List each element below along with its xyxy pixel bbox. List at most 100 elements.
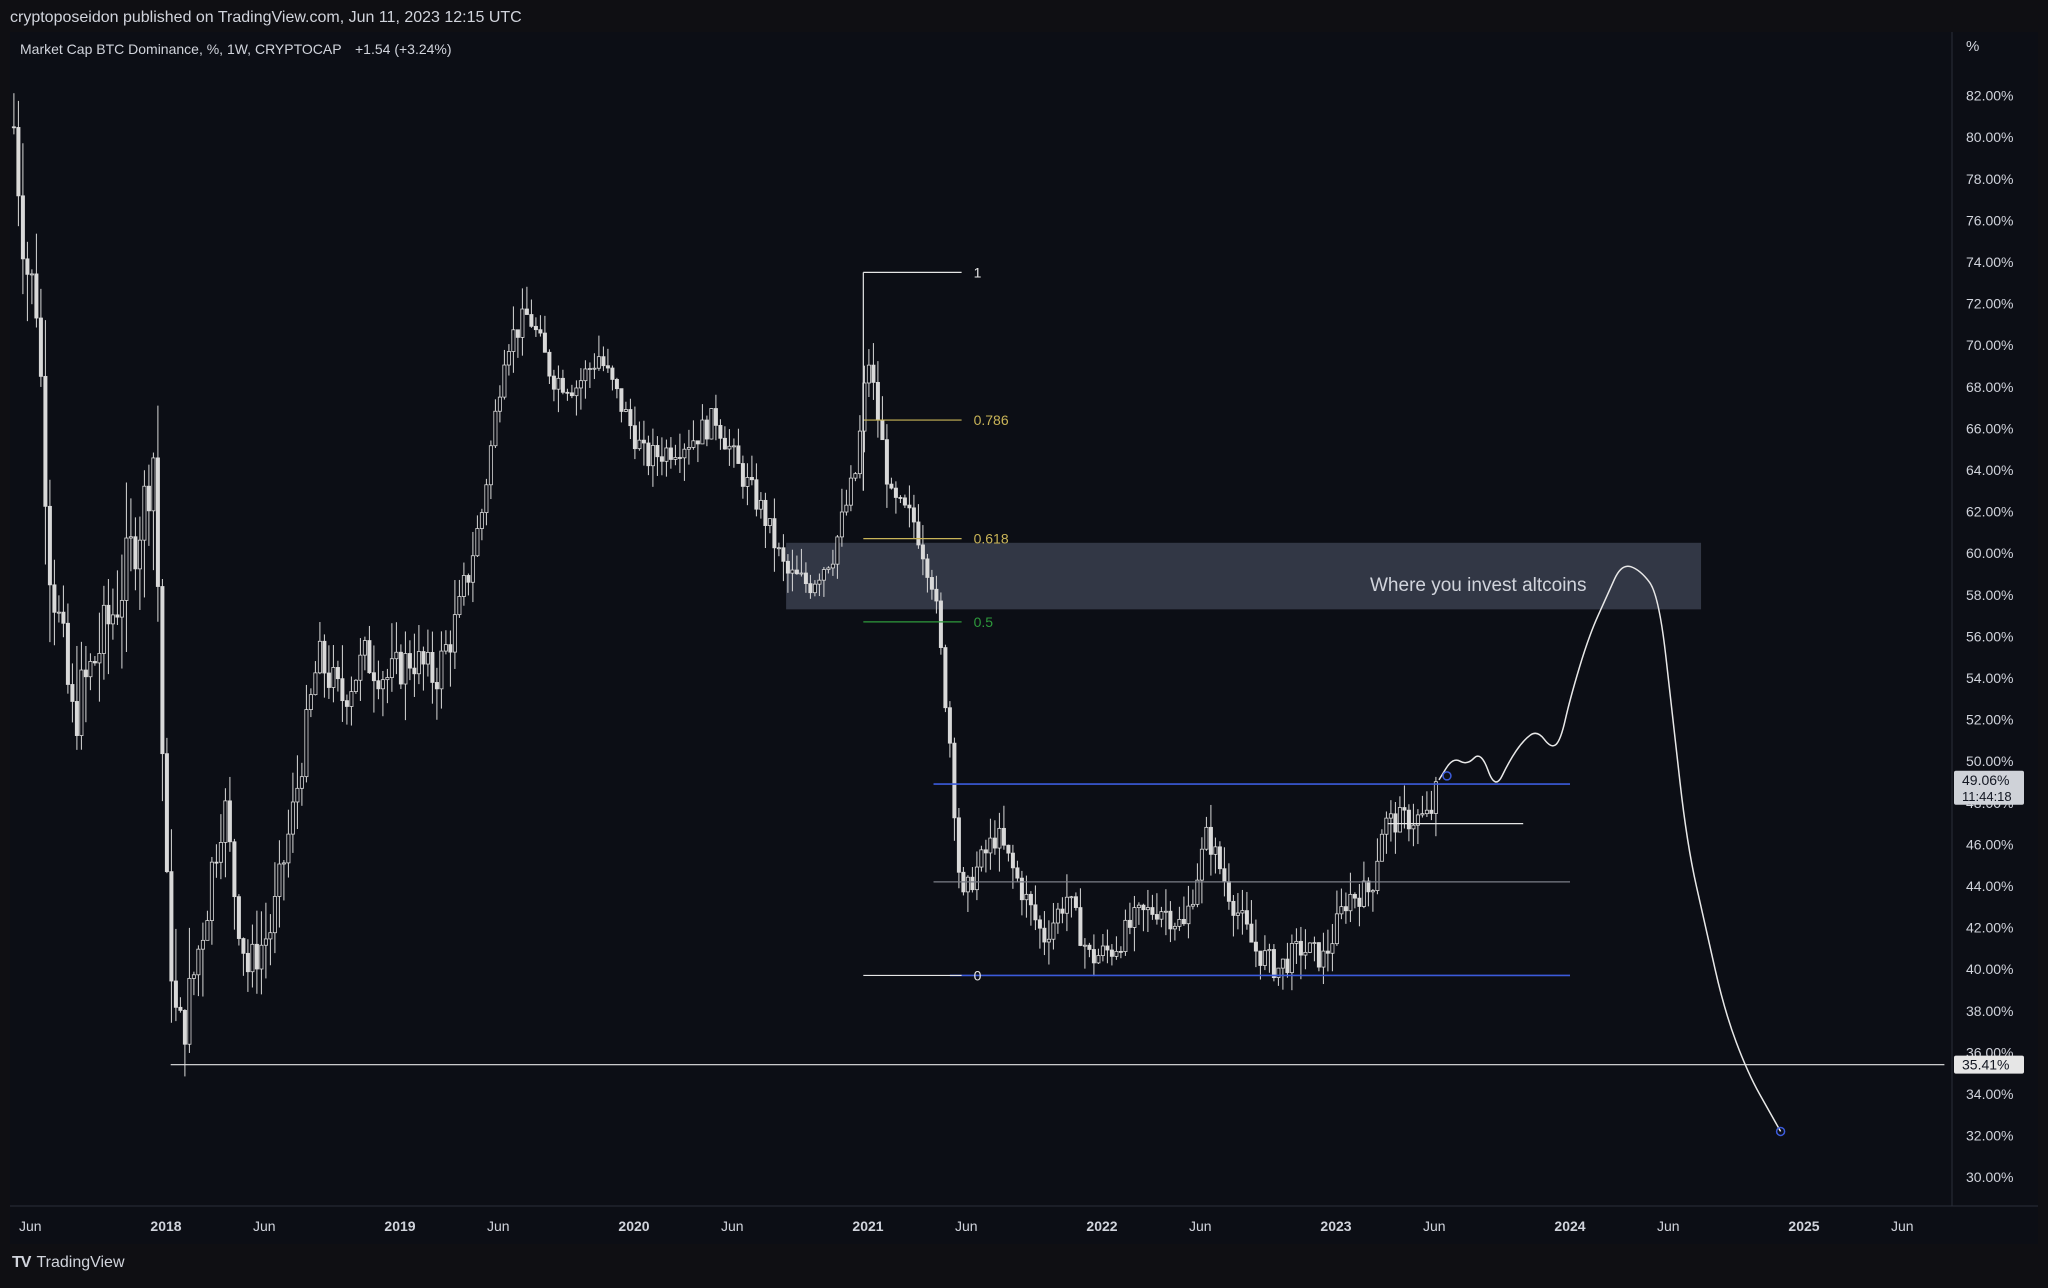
x-tick-label: Jun — [1891, 1218, 1914, 1234]
x-tick-label: 2022 — [1086, 1218, 1117, 1234]
candle-body — [767, 518, 772, 526]
candle-body — [119, 600, 124, 618]
candle-body — [164, 753, 169, 873]
candle-body — [1208, 826, 1213, 855]
candle-body — [574, 387, 579, 397]
candle-body — [1114, 950, 1119, 957]
candle-body — [380, 679, 385, 690]
candle-body — [214, 861, 219, 864]
candle-body — [169, 871, 174, 982]
candle-body — [1105, 945, 1110, 951]
chart-background — [10, 32, 2038, 1244]
candle-body — [443, 644, 448, 652]
candle-body — [551, 375, 556, 390]
candle-body — [1060, 908, 1065, 914]
candle-body — [623, 409, 628, 412]
candle-body — [740, 463, 745, 487]
candle-body — [128, 536, 133, 539]
candle-body — [641, 439, 646, 444]
fib-level-label: 0.786 — [974, 412, 1009, 428]
candle-body — [101, 604, 106, 654]
candle-body — [682, 448, 687, 459]
candle-body — [979, 849, 984, 868]
candle-body — [1330, 943, 1335, 954]
candle-body — [533, 325, 538, 331]
candle-body — [1420, 813, 1425, 816]
candle-body — [506, 351, 511, 366]
price-label-box — [1954, 1055, 2024, 1074]
candle-body — [880, 419, 885, 441]
candle-body — [484, 484, 489, 514]
y-tick-label: 68.00% — [1966, 379, 2013, 395]
candle-body — [713, 408, 718, 426]
candle-body — [1127, 919, 1132, 928]
candle-body — [281, 862, 286, 865]
candle-body — [646, 442, 651, 467]
candle-body — [556, 377, 561, 390]
candle-body — [722, 437, 727, 450]
candle-body — [677, 457, 682, 459]
candle-body — [1316, 942, 1321, 968]
candle-body — [1325, 950, 1330, 954]
candle-body — [502, 364, 507, 398]
candle-body — [1262, 950, 1267, 966]
candle-body — [1046, 938, 1051, 943]
tradingview-brand[interactable]: TV TradingView — [12, 1254, 125, 1272]
candle-body — [934, 588, 939, 602]
y-tick-label: 56.00% — [1966, 628, 2013, 644]
candle-body — [1384, 817, 1389, 835]
candle-body — [1042, 927, 1047, 943]
x-tick-label: Jun — [1657, 1218, 1680, 1234]
candle-body — [497, 396, 502, 412]
candle-body — [1402, 807, 1407, 811]
x-tick-label: 2024 — [1554, 1218, 1585, 1234]
candle-body — [1015, 867, 1020, 879]
y-tick-label: 80.00% — [1966, 129, 2013, 145]
candle-body — [731, 445, 736, 448]
candle-body — [1078, 907, 1083, 946]
candle-body — [182, 1009, 187, 1045]
candle-body — [191, 974, 196, 979]
legend-change: +1.54 (+3.24%) — [355, 41, 452, 57]
candle-body — [596, 356, 601, 369]
chart-area[interactable]: 1 0.786 0.618 0.5 0 82.00% 80.00% 78.00% 76.00%… — [10, 32, 2038, 1244]
candle-body — [1181, 918, 1186, 925]
candle-body — [1024, 893, 1029, 901]
candle-body — [65, 622, 70, 685]
candle-body — [1109, 949, 1114, 957]
candle-body — [659, 456, 664, 462]
candle-body — [1244, 910, 1249, 925]
candle-body — [1429, 809, 1434, 814]
candle-body — [1154, 914, 1159, 920]
btc-dominance-chart[interactable]: 1 0.786 0.618 0.5 0 82.00% 80.00% 78.00% 76.00%… — [10, 32, 2038, 1244]
candle-body — [1231, 900, 1236, 916]
candle-body — [335, 667, 340, 680]
footer-bar — [0, 1244, 2048, 1288]
y-tick-label: 40.00% — [1966, 961, 2013, 977]
candle-body — [52, 584, 57, 613]
candle-body — [488, 445, 493, 486]
candle-body — [736, 445, 741, 464]
candle-body — [124, 537, 129, 601]
candle-body — [637, 439, 642, 450]
candle-body — [308, 694, 313, 710]
candle-body — [1298, 940, 1303, 956]
candle-body — [794, 569, 799, 575]
candle-body — [70, 684, 75, 702]
candle-body — [196, 948, 201, 976]
candle-body — [938, 600, 943, 648]
candle-body — [268, 932, 273, 940]
candle-body — [475, 528, 480, 557]
x-tick-label: 2018 — [150, 1218, 181, 1234]
candle-body — [1118, 950, 1123, 953]
candle-body — [461, 575, 466, 597]
candle-body — [1172, 925, 1177, 930]
candle-body — [911, 507, 916, 523]
x-tick-label: Jun — [487, 1218, 510, 1234]
candle-body — [848, 477, 853, 506]
candle-body — [295, 787, 300, 803]
candle-body — [25, 258, 30, 275]
candle-body — [47, 505, 52, 586]
candle-body — [362, 640, 367, 656]
candle-body — [1289, 943, 1294, 974]
